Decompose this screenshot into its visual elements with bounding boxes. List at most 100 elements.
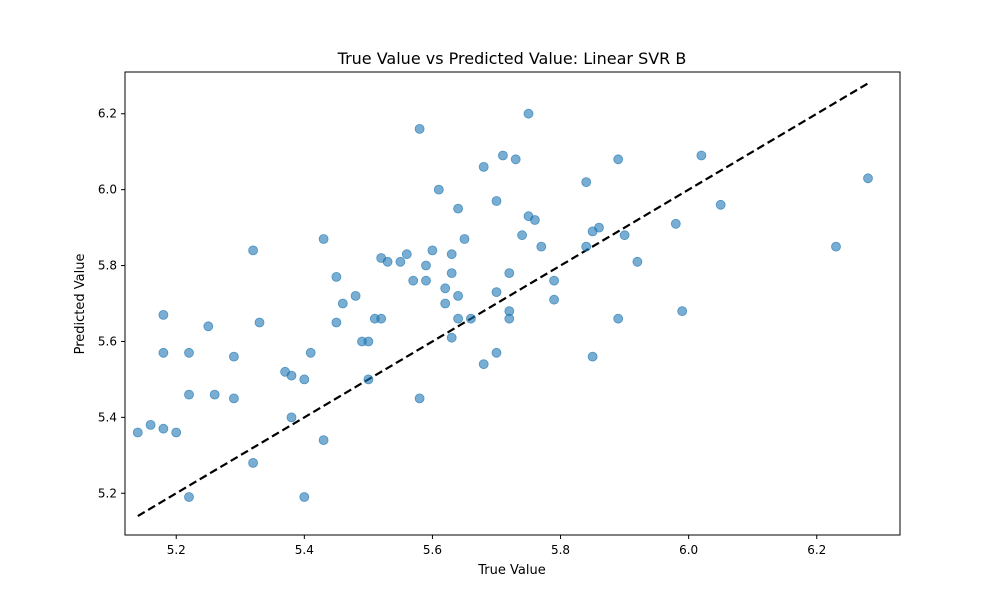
data-point-23 — [318, 435, 329, 446]
data-point-14 — [254, 317, 265, 328]
data-point-77 — [613, 313, 624, 324]
data-point-57 — [491, 287, 502, 298]
x-tick-label-2: 5.6 — [423, 543, 442, 557]
data-point-21 — [299, 492, 310, 502]
data-point-48 — [446, 332, 457, 343]
data-point-30 — [363, 374, 374, 385]
data-point-75 — [594, 222, 604, 233]
data-point-84 — [831, 241, 841, 252]
data-point-58 — [491, 347, 502, 358]
data-point-65 — [523, 108, 534, 119]
data-point-76 — [613, 154, 624, 165]
data-point-69 — [549, 275, 559, 286]
data-point-10 — [209, 389, 220, 400]
data-point-38 — [414, 123, 425, 134]
data-point-42 — [427, 245, 438, 256]
data-point-59 — [497, 150, 508, 161]
data-point-70 — [549, 294, 559, 305]
plot-area-frame — [124, 71, 901, 536]
data-point-3 — [171, 427, 182, 438]
data-point-26 — [337, 298, 348, 309]
chart-title: True Value vs Predicted Value: Linear SV… — [337, 49, 687, 68]
data-point-82 — [696, 150, 707, 161]
data-point-4 — [158, 347, 169, 358]
data-point-7 — [184, 347, 194, 358]
data-point-2 — [158, 423, 169, 434]
data-point-52 — [459, 234, 470, 244]
data-point-20 — [305, 347, 316, 358]
data-point-40 — [421, 275, 431, 286]
data-point-53 — [465, 313, 476, 324]
data-point-54 — [478, 161, 489, 172]
data-point-62 — [504, 313, 515, 324]
data-point-12 — [228, 393, 239, 404]
x-axis-label: True Value — [477, 563, 545, 578]
data-point-60 — [504, 268, 515, 279]
data-point-45 — [440, 298, 451, 309]
data-points-layer — [132, 108, 873, 502]
data-point-47 — [446, 268, 457, 279]
y-tick-label-1: 5.4 — [98, 410, 117, 424]
data-point-39 — [414, 393, 425, 404]
x-tick-label-5: 6.2 — [807, 543, 826, 557]
data-point-5 — [158, 309, 169, 320]
y-axis-ticks: 5.2 5.4 5.6 5.8 6.0 6.2 — [98, 107, 125, 500]
data-point-17 — [286, 370, 297, 381]
y-axis-label: Predicted Value — [73, 254, 88, 355]
data-point-50 — [453, 290, 464, 301]
data-point-85 — [863, 173, 873, 184]
data-point-0 — [132, 427, 143, 438]
reference-line-layer — [137, 82, 869, 517]
y-tick-label-5: 6.2 — [98, 107, 117, 121]
data-point-24 — [331, 271, 342, 282]
y-tick-label-2: 5.6 — [98, 334, 117, 348]
data-point-34 — [382, 256, 393, 267]
x-tick-label-3: 5.8 — [551, 543, 570, 557]
data-point-9 — [203, 321, 214, 332]
data-point-6 — [184, 389, 194, 400]
data-point-8 — [184, 492, 194, 502]
data-point-83 — [715, 199, 726, 210]
data-point-22 — [318, 234, 329, 244]
data-point-32 — [376, 313, 387, 324]
y-tick-label-0: 5.2 — [98, 486, 117, 500]
y-tick-label-3: 5.8 — [98, 259, 117, 273]
data-point-78 — [619, 230, 630, 241]
data-point-49 — [453, 203, 464, 214]
data-point-67 — [530, 215, 540, 225]
data-point-55 — [478, 359, 489, 370]
data-point-80 — [670, 218, 681, 229]
data-point-64 — [517, 230, 527, 241]
data-point-37 — [408, 275, 419, 286]
data-point-35 — [395, 256, 406, 267]
data-point-27 — [350, 290, 361, 301]
x-tick-label-1: 5.4 — [295, 543, 314, 557]
x-axis-ticks: 5.2 5.4 5.6 5.8 6.0 6.2 — [167, 535, 826, 557]
data-point-13 — [248, 245, 259, 256]
data-point-15 — [248, 457, 259, 468]
data-point-44 — [440, 283, 451, 294]
data-point-72 — [581, 241, 592, 252]
data-point-46 — [446, 249, 457, 260]
data-point-36 — [401, 249, 412, 260]
x-tick-label-0: 5.2 — [167, 543, 186, 557]
data-point-25 — [331, 317, 342, 328]
data-point-18 — [286, 412, 297, 423]
data-point-41 — [421, 260, 431, 271]
x-tick-label-4: 6.0 — [679, 543, 698, 557]
data-point-43 — [433, 184, 444, 195]
data-point-81 — [677, 306, 688, 317]
data-point-1 — [145, 419, 156, 430]
y-tick-label-4: 6.0 — [98, 183, 117, 197]
data-point-63 — [510, 154, 521, 165]
data-point-29 — [363, 336, 374, 347]
data-point-71 — [581, 177, 592, 188]
data-point-74 — [587, 351, 598, 362]
data-point-11 — [228, 351, 239, 362]
data-point-19 — [299, 374, 310, 385]
data-point-68 — [536, 241, 547, 252]
data-point-51 — [453, 313, 464, 324]
reference-dashed-line — [137, 82, 869, 517]
